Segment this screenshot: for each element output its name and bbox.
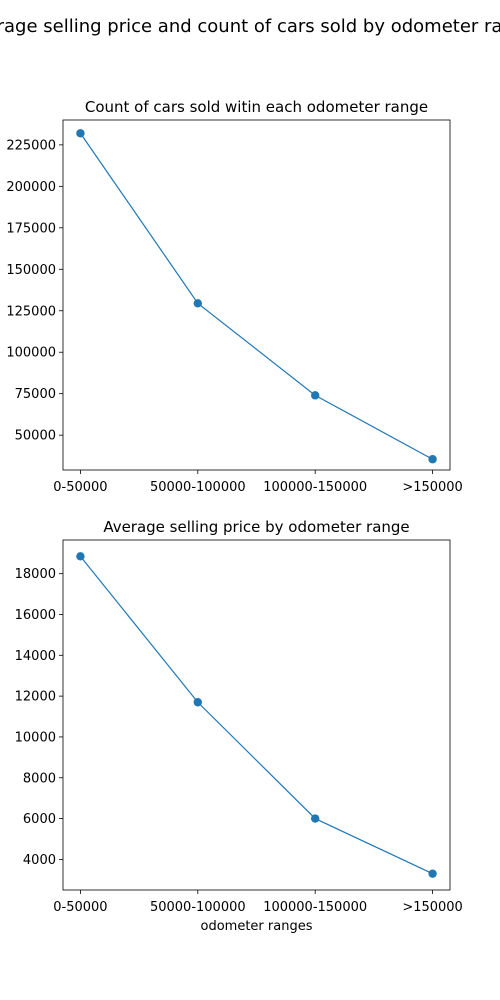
data-point: [428, 869, 437, 878]
x-tick-label: 100000-150000: [263, 900, 367, 915]
count-chart: Count of cars sold witin each odometer r…: [6, 98, 462, 495]
y-tick-label: 50000: [15, 429, 56, 444]
data-point: [193, 299, 203, 308]
data-point: [310, 391, 320, 400]
data-point: [428, 455, 437, 464]
figure-suptitle: Average selling price and count of cars …: [0, 16, 500, 37]
series-line: [79, 555, 433, 875]
x-tick-label: 0-50000: [53, 480, 107, 495]
y-tick-label: 75000: [15, 387, 56, 402]
x-tick-label: 50000-100000: [150, 480, 246, 495]
series-line: [79, 132, 433, 460]
x-tick-label: 50000-100000: [150, 900, 246, 915]
y-tick-label: 14000: [15, 649, 56, 664]
axes-frame: [62, 539, 451, 891]
y-tick-label: 6000: [23, 812, 56, 827]
y-tick-label: 175000: [6, 221, 56, 236]
y-tick-label: 16000: [15, 608, 56, 623]
y-tick-label: 18000: [15, 567, 56, 582]
chart-title: Average selling price by odometer range: [103, 518, 409, 536]
y-tick-label: 150000: [6, 263, 56, 278]
y-tick-label: 12000: [15, 690, 56, 705]
x-axis-label: odometer ranges: [201, 919, 313, 934]
y-tick-label: 10000: [15, 730, 56, 745]
y-tick-label: 100000: [6, 346, 56, 361]
data-point: [76, 552, 85, 561]
y-tick-label: 8000: [23, 771, 56, 786]
x-tick-label: 0-50000: [53, 900, 107, 915]
y-tick-label: 225000: [6, 138, 56, 153]
data-point: [76, 129, 85, 138]
data-point: [310, 814, 320, 823]
y-tick-label: 125000: [6, 304, 56, 319]
x-tick-label: 100000-150000: [263, 480, 367, 495]
y-tick-label: 200000: [6, 180, 56, 195]
price-chart: Average selling price by odometer range 4…: [15, 518, 463, 934]
data-point: [193, 698, 203, 707]
y-tick-label: 4000: [23, 853, 56, 868]
x-tick-label: >150000: [402, 480, 463, 495]
axes-frame: [62, 119, 451, 471]
x-tick-label: >150000: [402, 900, 463, 915]
chart-title: Count of cars sold witin each odometer r…: [85, 98, 428, 116]
